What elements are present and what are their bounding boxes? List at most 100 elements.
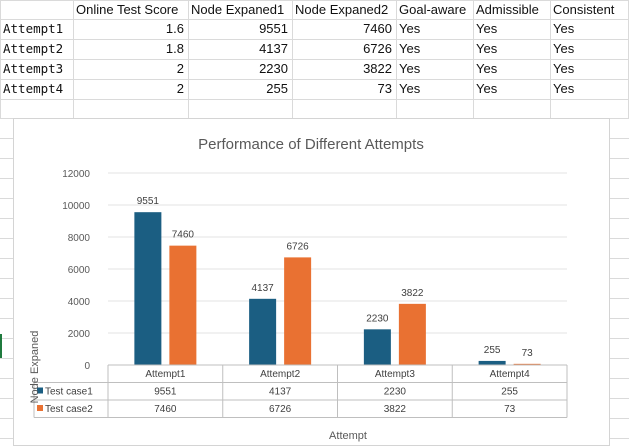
data-label: 7460 <box>172 230 195 241</box>
cell-consistent[interactable]: Yes <box>553 21 575 36</box>
bar-2-attempt1[interactable] <box>169 245 197 365</box>
header-online-test-score[interactable]: Online Test Score <box>76 2 179 17</box>
sheet-row-line <box>610 218 629 219</box>
x-category-label: Attempt2 <box>260 369 300 380</box>
bar-1-attempt3[interactable] <box>363 329 391 365</box>
y-tick-label: 6000 <box>68 265 91 276</box>
bar-1-attempt1[interactable] <box>134 212 162 365</box>
cell-node-expaned2[interactable]: 73 <box>377 81 392 96</box>
table-value: 255 <box>501 387 518 398</box>
cell-node-expaned1[interactable]: 9551 <box>259 21 288 36</box>
data-label: 3822 <box>401 288 424 299</box>
legend-key <box>37 405 43 411</box>
cell-score[interactable]: 2 <box>176 61 184 76</box>
table-value: 7460 <box>154 404 177 415</box>
sheet-row-line <box>0 99 629 100</box>
cell-consistent[interactable]: Yes <box>553 61 575 76</box>
bar-chart: Performance of Different Attempts 0 2000 4… <box>29 136 568 442</box>
data-label: 2230 <box>366 313 389 324</box>
header-node-expaned2[interactable]: Node Expaned2 <box>295 2 389 17</box>
bar-1-attempt4[interactable] <box>478 360 506 365</box>
sheet-row-line <box>0 79 629 80</box>
legend-label: Test case2 <box>45 404 93 415</box>
sheet-row-line <box>0 398 13 399</box>
y-tick-label: 4000 <box>68 297 91 308</box>
chart-title: Performance of Different Attempts <box>198 136 424 153</box>
sheet-edge-marker <box>0 334 2 358</box>
header-admissible[interactable]: Admissible <box>476 2 539 17</box>
cell-admissible[interactable]: Yes <box>476 41 498 56</box>
row-label-1[interactable]: Attempt1 <box>3 21 64 36</box>
table-value: 73 <box>504 404 516 415</box>
x-category-label: Attempt3 <box>375 369 415 380</box>
sheet-row-line <box>610 398 629 399</box>
sheet-row-line <box>0 138 13 139</box>
sheet-row-line <box>610 178 629 179</box>
sheet-row-line <box>0 238 13 239</box>
cell-node-expaned1[interactable]: 255 <box>266 81 288 96</box>
sheet-row-line <box>610 138 629 139</box>
sheet-col-line <box>396 0 397 118</box>
y-tick-label: 2000 <box>68 329 91 340</box>
cell-score[interactable]: 1.6 <box>165 21 184 36</box>
sheet-row-line <box>610 238 629 239</box>
y-axis-title: Node Expaned <box>29 331 41 404</box>
sheet-row-line <box>610 278 629 279</box>
x-category-label: Attempt4 <box>490 369 530 380</box>
row-label-3[interactable]: Attempt3 <box>3 61 64 76</box>
table-value: 9551 <box>154 387 177 398</box>
bar-2-attempt2[interactable] <box>284 257 312 365</box>
sheet-row-line <box>610 158 629 159</box>
x-category-label: Attempt1 <box>145 369 185 380</box>
cell-goal-aware[interactable]: Yes <box>399 21 421 36</box>
header-goal-aware[interactable]: Goal-aware <box>399 2 467 17</box>
header-node-expaned1[interactable]: Node Expaned1 <box>191 2 285 17</box>
sheet-row-line <box>610 258 629 259</box>
cell-node-expaned1[interactable]: 2230 <box>259 61 288 76</box>
table-value: 3822 <box>384 404 407 415</box>
cell-goal-aware[interactable]: Yes <box>399 41 421 56</box>
row-label-4[interactable]: Attempt4 <box>3 81 64 96</box>
y-axis-ticks: 0 2000 4000 6000 8000 10000 12000 <box>62 169 90 372</box>
cell-node-expaned1[interactable]: 4137 <box>259 41 288 56</box>
cell-node-expaned2[interactable]: 3822 <box>363 61 392 76</box>
data-labels: 9551 7460 4137 6726 2230 3822 255 73 <box>137 196 533 359</box>
cell-admissible[interactable]: Yes <box>476 21 498 36</box>
cell-consistent[interactable]: Yes <box>553 41 575 56</box>
data-label: 4137 <box>252 283 275 294</box>
sheet-row-line <box>610 198 629 199</box>
sheet-row-line <box>610 298 629 299</box>
data-label: 6726 <box>287 241 310 252</box>
chart-bars <box>134 212 541 365</box>
bar-2-attempt3[interactable] <box>398 303 426 365</box>
sheet-row-line <box>610 318 629 319</box>
sheet-row-line <box>610 338 629 339</box>
row-label-2[interactable]: Attempt2 <box>3 41 64 56</box>
bar-1-attempt2[interactable] <box>249 298 277 365</box>
cell-admissible[interactable]: Yes <box>476 81 498 96</box>
cell-score[interactable]: 1.8 <box>165 41 184 56</box>
header-consistent[interactable]: Consistent <box>553 2 615 17</box>
sheet-row-line <box>610 378 629 379</box>
y-tick-label: 10000 <box>62 201 90 212</box>
sheet-row-line <box>610 418 629 419</box>
y-tick-label: 0 <box>84 361 90 372</box>
sheet-row-line <box>0 438 13 439</box>
cell-node-expaned2[interactable]: 7460 <box>363 21 392 36</box>
bar-2-attempt4[interactable] <box>513 363 541 365</box>
x-axis-title: Attempt <box>329 430 367 442</box>
sheet-row-line <box>0 59 629 60</box>
cell-goal-aware[interactable]: Yes <box>399 61 421 76</box>
cell-score[interactable]: 2 <box>176 81 184 96</box>
sheet-row-line <box>610 358 629 359</box>
data-label: 255 <box>484 345 501 356</box>
sheet-row-line <box>0 158 13 159</box>
chart-data-table: Attempt1 Attempt2 Attempt3 Attempt4 Test cas… <box>33 364 568 418</box>
sheet-row-line <box>0 418 13 419</box>
cell-node-expaned2[interactable]: 6726 <box>363 41 392 56</box>
cell-consistent[interactable]: Yes <box>553 81 575 96</box>
sheet-row-line <box>0 0 629 1</box>
chart-container[interactable]: Performance of Different Attempts 0 2000 4… <box>13 118 610 446</box>
cell-goal-aware[interactable]: Yes <box>399 81 421 96</box>
cell-admissible[interactable]: Yes <box>476 61 498 76</box>
